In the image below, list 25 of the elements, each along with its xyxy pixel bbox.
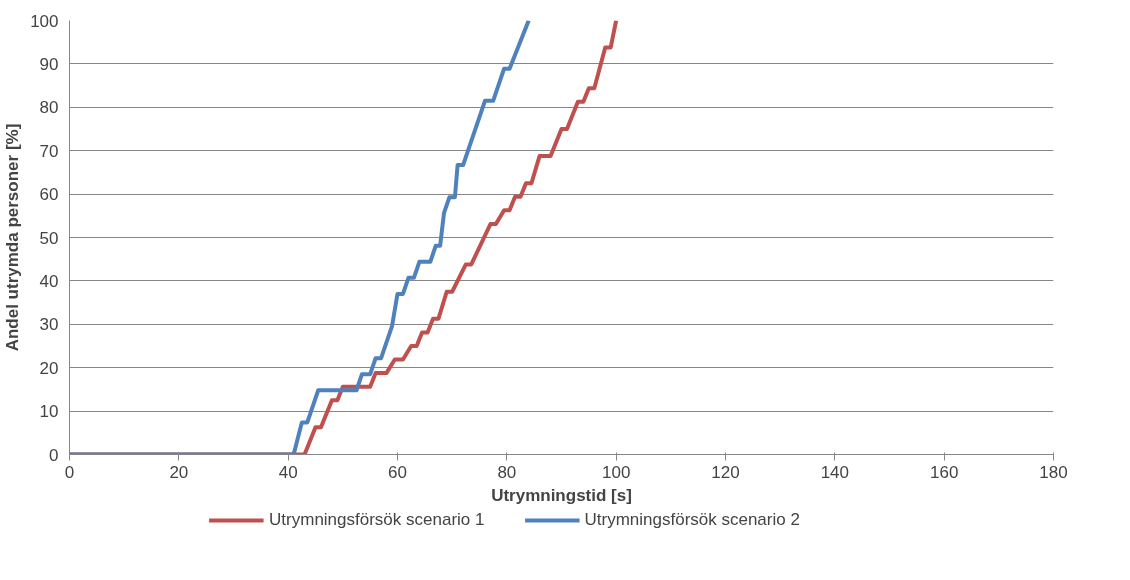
x-tick-label: 20	[169, 462, 189, 482]
y-axis-title: Andel utrymda personer [%]	[3, 123, 23, 352]
x-tick-label: 0	[64, 462, 75, 482]
x-tick-label: 140	[820, 462, 850, 482]
x-axis-title: Utrymningstid [s]	[491, 485, 632, 505]
y-tick-label: 20	[39, 358, 59, 378]
x-tick-label: 100	[601, 462, 631, 482]
y-tick-label: 80	[39, 98, 59, 118]
x-tick-label: 60	[388, 462, 407, 482]
x-tick-label: 40	[278, 462, 298, 482]
y-tick-label: 90	[39, 54, 59, 74]
y-tick-label: 30	[39, 315, 59, 335]
y-tick-label: 60	[39, 185, 59, 205]
legend-label: Utrymningsförsök scenario 1	[269, 510, 485, 530]
y-tick-label: 70	[39, 141, 59, 161]
y-tick-label: 0	[49, 445, 59, 465]
x-tick-label: 160	[929, 462, 959, 482]
y-tick-label: 40	[39, 271, 59, 291]
x-tick-label: 80	[497, 462, 517, 482]
x-tick-label: 120	[711, 462, 740, 482]
y-tick-label: 50	[39, 228, 59, 248]
x-tick-label: 180	[1039, 462, 1068, 482]
y-tick-label: 10	[39, 402, 59, 422]
legend-label: Utrymningsförsök scenario 2	[584, 510, 800, 530]
y-tick-label: 100	[30, 11, 59, 31]
